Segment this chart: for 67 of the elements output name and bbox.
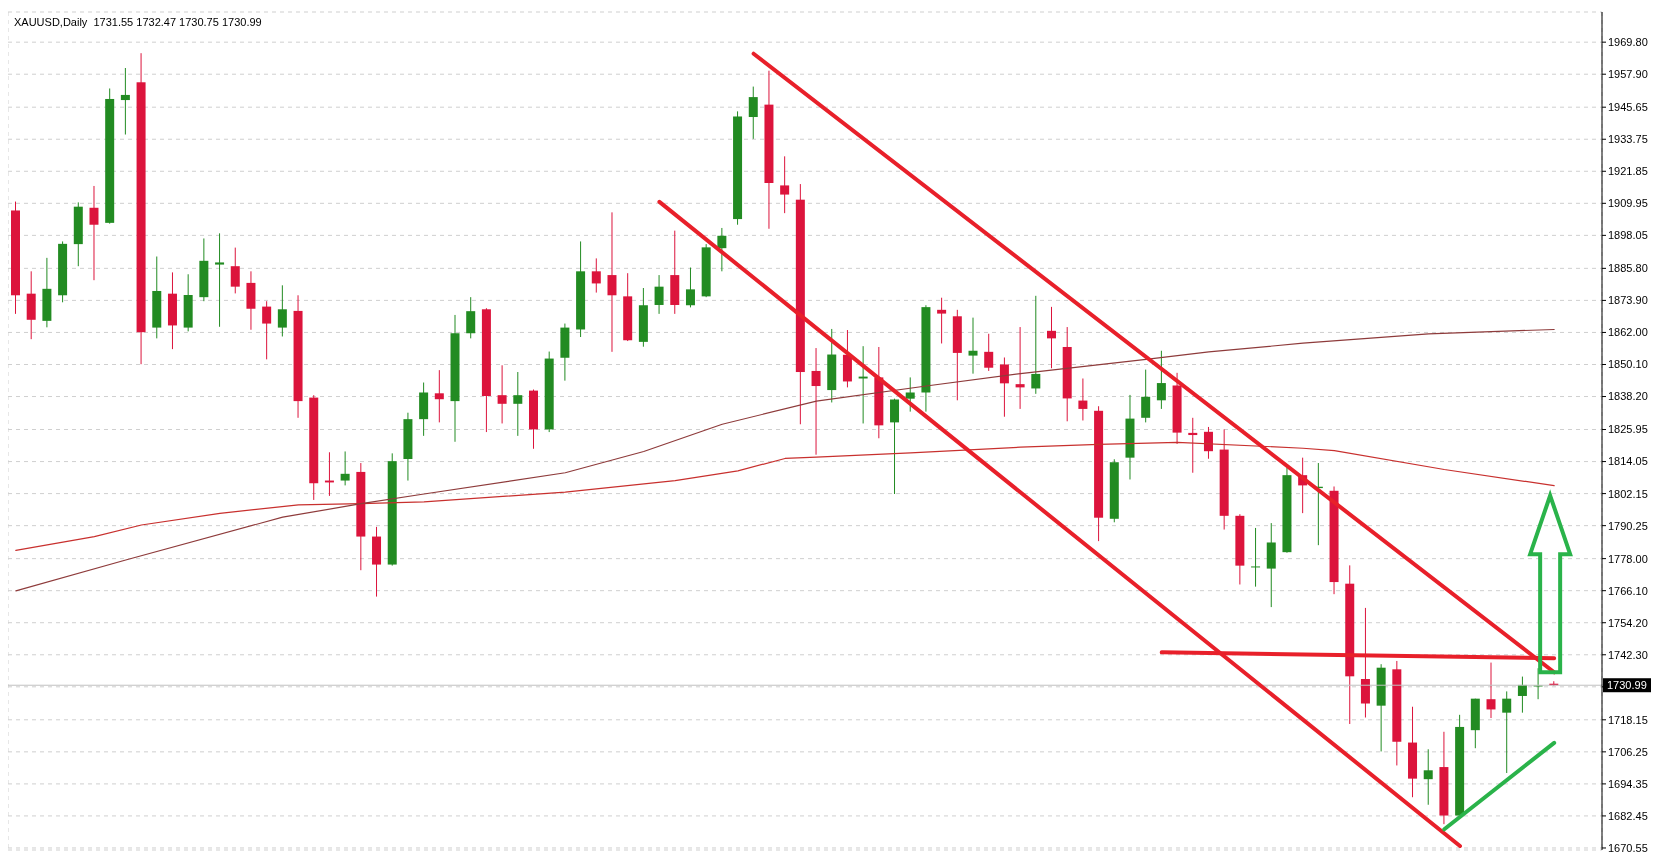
candlestick	[780, 155, 790, 214]
candlestick	[968, 317, 978, 375]
y-tick-label: 1694.35	[1608, 777, 1648, 790]
candlestick	[466, 296, 476, 339]
y-tick-label: 1766.10	[1608, 584, 1648, 597]
ref-line-label: 1730.99	[1607, 679, 1647, 692]
y-tick-label: 1862.00	[1608, 326, 1648, 339]
candlestick	[1047, 306, 1056, 369]
candlestick	[89, 185, 99, 281]
y-tick-label: 1898.05	[1608, 229, 1648, 242]
y-tick-label: 1778.00	[1608, 552, 1648, 565]
y-tick-label: 1670.55	[1608, 841, 1648, 854]
chart-title: XAUUSD,Daily 1731.55 1732.47 1730.75 1730.99	[14, 16, 262, 28]
candlestick	[717, 227, 727, 272]
candlestick	[999, 356, 1009, 418]
y-tick-label: 1909.95	[1608, 197, 1648, 210]
candlestick	[1251, 527, 1261, 588]
candlestick	[215, 232, 225, 328]
candlestick	[1423, 748, 1433, 806]
y-tick-label: 1790.25	[1608, 519, 1648, 532]
y-tick-label: 1873.90	[1608, 294, 1648, 307]
candlestick	[497, 364, 507, 424]
candlestick	[1502, 690, 1512, 774]
candlestick	[230, 247, 240, 294]
candlestick	[1078, 377, 1088, 421]
y-tick-label: 1921.85	[1608, 165, 1648, 178]
y-tick-label: 1838.20	[1608, 390, 1648, 403]
y-tick-label: 1933.75	[1608, 133, 1648, 146]
y-tick-label: 1814.05	[1608, 455, 1648, 468]
line-series	[15, 441, 1555, 551]
y-tick-label: 1825.95	[1608, 423, 1648, 436]
candlestick	[890, 398, 900, 495]
candlestick	[937, 297, 947, 344]
candlestick	[262, 300, 272, 360]
candlestick	[1486, 662, 1496, 719]
candlestick	[685, 267, 695, 308]
y-tick-label: 1885.80	[1608, 262, 1648, 275]
candlestick	[434, 369, 444, 423]
candlestick	[1031, 295, 1041, 395]
candlestick	[591, 257, 601, 294]
y-tick-label: 1742.30	[1608, 648, 1648, 661]
y-tick-label: 1802.15	[1608, 487, 1648, 500]
y-tick-label: 1754.20	[1608, 616, 1648, 629]
candlestick	[513, 371, 523, 437]
y-tick-label: 1969.80	[1608, 36, 1648, 49]
candlestick	[1156, 350, 1166, 410]
candlestick	[811, 347, 821, 456]
candlestick	[905, 376, 915, 413]
candlestick	[607, 211, 617, 353]
candlestick	[1141, 369, 1151, 423]
line-series	[15, 328, 1555, 592]
candlestick	[340, 450, 350, 486]
y-tick-label: 1957.90	[1608, 68, 1648, 81]
candlestick	[1015, 326, 1025, 410]
candlestick	[984, 333, 994, 372]
y-tick-label: 1718.15	[1608, 713, 1648, 726]
candlestick	[120, 67, 130, 136]
y-tick-label: 1682.45	[1608, 809, 1648, 822]
candlestick	[1517, 676, 1527, 714]
candlestick	[1203, 426, 1213, 460]
y-tick-label: 1850.10	[1608, 358, 1648, 371]
y-tick-label: 1706.25	[1608, 745, 1648, 758]
candlestick	[654, 274, 664, 315]
candlestick	[748, 86, 758, 140]
candlestick	[277, 284, 287, 337]
candlestick	[1188, 417, 1198, 474]
y-tick-label: 1945.65	[1608, 101, 1648, 114]
